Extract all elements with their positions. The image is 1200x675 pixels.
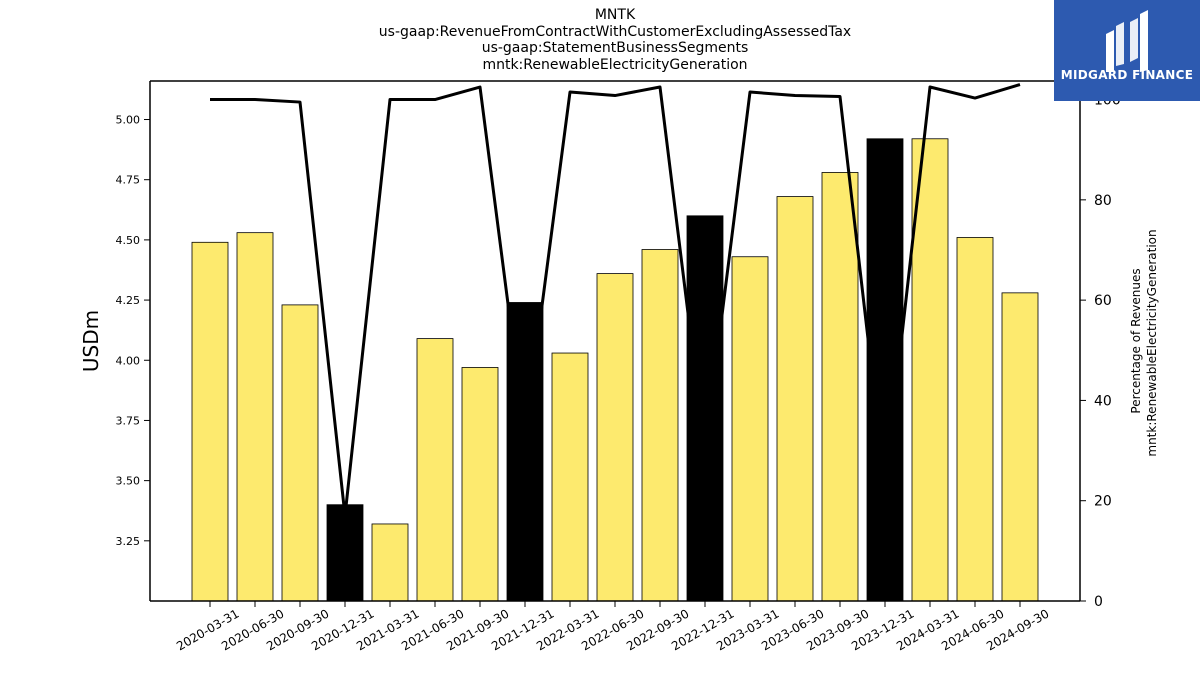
y-axis-label: USDm	[79, 310, 103, 372]
bar-2021-06-30	[416, 338, 454, 602]
bar-2021-09-30	[461, 367, 499, 602]
bar-2022-03-31	[551, 352, 589, 602]
bar-2024-09-30	[1001, 292, 1039, 602]
bar-2020-03-31	[191, 241, 229, 602]
y2-axis-label-line1: Percentage of Revenues	[1129, 268, 1143, 413]
bar-2023-09-30	[821, 172, 859, 602]
bar-2022-09-30	[641, 249, 679, 602]
title-line-member: mntk:RenewableElectricityGeneration	[482, 57, 748, 73]
y2-tick-label: 60	[1094, 293, 1112, 309]
bar-2020-09-30	[281, 304, 319, 602]
y2-tick-label: 20	[1094, 494, 1112, 510]
bar-2023-06-30	[776, 196, 814, 602]
bar-2023-03-31	[731, 256, 769, 602]
y-tick-label: 4.50	[116, 234, 141, 247]
y-tick-label: 3.25	[116, 535, 141, 548]
midgard-finance-logo: MIDGARD FINANCE	[1054, 0, 1200, 101]
y-tick-label: 3.50	[116, 475, 141, 488]
y-tick-label: 3.75	[116, 414, 141, 427]
bar-2024-03-31	[911, 138, 949, 602]
y-tick-label: 4.00	[116, 354, 141, 367]
y-tick-label: 5.00	[116, 114, 141, 127]
y-tick-label: 4.25	[116, 294, 141, 307]
logo-mark-icon	[1106, 10, 1148, 72]
y2-tick-label: 80	[1094, 193, 1112, 209]
y2-tick-label: 0	[1094, 594, 1103, 610]
bar-2022-12-31	[686, 215, 724, 602]
y2-axis-label-line2: mntk:RenewableElectricityGeneration	[1145, 229, 1159, 456]
y-tick-label: 4.75	[116, 174, 141, 187]
bar-2022-06-30	[596, 273, 634, 602]
percentage-line	[210, 83, 1021, 518]
bar-2021-03-31	[371, 523, 409, 602]
logo-text: MIDGARD FINANCE	[1060, 68, 1194, 82]
title-line-concept: us-gaap:RevenueFromContractWithCustomerE…	[378, 24, 852, 40]
bar-2020-12-31	[326, 504, 364, 602]
bar-2020-06-30	[236, 232, 274, 602]
title-line-ticker: MNTK	[594, 7, 636, 23]
bar-2024-06-30	[956, 237, 994, 602]
y2-tick-label: 40	[1094, 393, 1112, 409]
title-line-axis: us-gaap:StatementBusinessSegments	[481, 40, 749, 56]
